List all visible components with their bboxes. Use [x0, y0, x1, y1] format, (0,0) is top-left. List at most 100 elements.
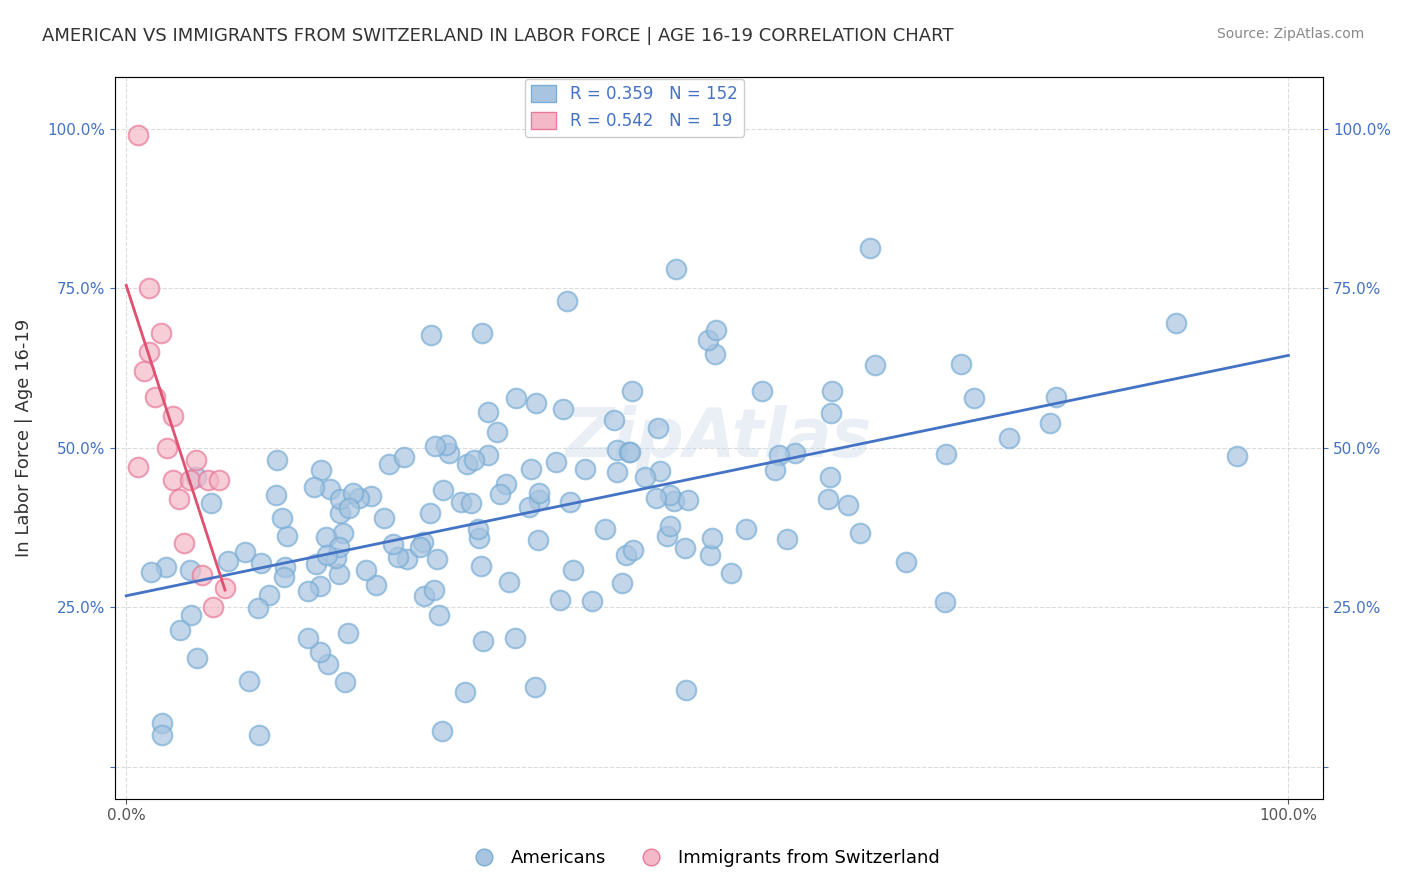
Point [619, 444, 641, 458]
Text: Source: ZipAtlas.com: Source: ZipAtlas.com [1216, 27, 1364, 41]
Point [505, 391, 527, 405]
Point [419, 506, 441, 520]
Point [555, 293, 578, 308]
Point [1164, 316, 1187, 330]
Point [184, 453, 207, 467]
Point [373, 511, 395, 525]
Point [620, 384, 643, 399]
Point [162, 409, 184, 423]
Point [655, 529, 678, 543]
Point [702, 531, 724, 545]
Point [200, 496, 222, 510]
Point [186, 470, 208, 484]
Point [257, 588, 280, 602]
Point [150, 326, 173, 340]
Point [319, 482, 342, 496]
Point [593, 522, 616, 536]
Point [820, 405, 842, 419]
Point [392, 450, 415, 465]
Point [233, 544, 256, 558]
Point [162, 473, 184, 487]
Point [863, 358, 886, 372]
Point [127, 459, 149, 474]
Point [150, 728, 173, 742]
Point [266, 453, 288, 467]
Point [214, 581, 236, 595]
Point [316, 657, 339, 672]
Point [517, 500, 540, 514]
Point [273, 570, 295, 584]
Point [696, 333, 718, 347]
Point [308, 579, 330, 593]
Point [818, 470, 841, 484]
Point [524, 396, 547, 410]
Point [699, 548, 721, 562]
Point [1045, 390, 1067, 404]
Point [783, 446, 806, 460]
Point [460, 496, 482, 510]
Point [837, 498, 859, 512]
Point [409, 540, 432, 554]
Point [602, 413, 624, 427]
Point [456, 457, 478, 471]
Point [271, 510, 294, 524]
Point [191, 568, 214, 582]
Point [467, 522, 489, 536]
Point [430, 724, 453, 739]
Point [179, 473, 201, 487]
Point [304, 480, 326, 494]
Point [614, 548, 637, 562]
Point [574, 462, 596, 476]
Point [316, 548, 339, 562]
Point [427, 608, 450, 623]
Point [328, 540, 350, 554]
Point [276, 528, 298, 542]
Point [544, 455, 567, 469]
Point [998, 431, 1021, 445]
Point [664, 262, 686, 277]
Point [169, 623, 191, 637]
Point [527, 533, 550, 548]
Point [610, 576, 633, 591]
Point [471, 633, 494, 648]
Point [485, 425, 508, 440]
Point [776, 532, 799, 546]
Point [529, 486, 551, 500]
Point [423, 583, 446, 598]
Legend: R = 0.359   N = 152, R = 0.542   N =  19: R = 0.359 N = 152, R = 0.542 N = 19 [524, 78, 744, 136]
Point [606, 443, 628, 458]
Point [495, 477, 517, 491]
Point [658, 519, 681, 533]
Point [328, 566, 350, 581]
Point [173, 536, 195, 550]
Point [454, 685, 477, 699]
Point [1039, 416, 1062, 430]
Point [463, 452, 485, 467]
Point [412, 589, 434, 603]
Point [329, 491, 352, 506]
Point [247, 728, 270, 742]
Point [470, 559, 492, 574]
Point [180, 607, 202, 622]
Point [217, 554, 239, 568]
Point [645, 491, 668, 505]
Text: ZipAtlas: ZipAtlas [565, 405, 872, 471]
Point [202, 600, 225, 615]
Point [356, 563, 378, 577]
Point [332, 526, 354, 541]
Y-axis label: In Labor Force | Age 16-19: In Labor Force | Age 16-19 [15, 319, 32, 558]
Point [858, 241, 880, 255]
Point [675, 683, 697, 698]
Point [127, 128, 149, 142]
Point [678, 492, 700, 507]
Point [250, 556, 273, 570]
Point [274, 559, 297, 574]
Point [735, 522, 758, 536]
Point [426, 552, 449, 566]
Point [396, 551, 419, 566]
Point [138, 345, 160, 359]
Point [558, 494, 581, 508]
Point [606, 465, 628, 479]
Point [339, 501, 361, 516]
Point [432, 483, 454, 497]
